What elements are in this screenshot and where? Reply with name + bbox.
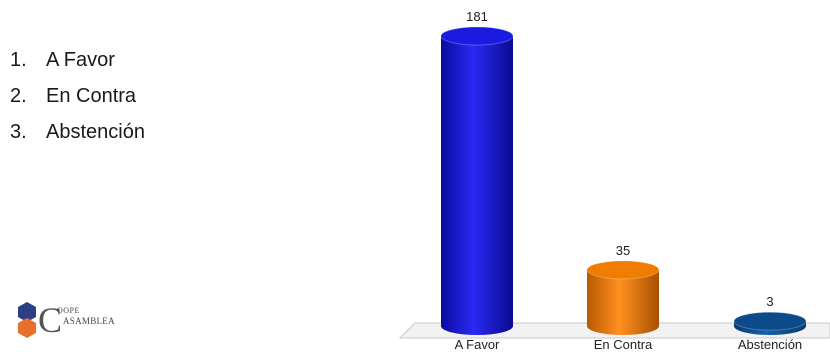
bar-body bbox=[441, 36, 513, 335]
option-label: A Favor bbox=[46, 49, 115, 71]
bar-abstenci-n bbox=[733, 311, 807, 335]
bar-top bbox=[586, 260, 660, 280]
coope-asamblea-logo: C OOPE ASAMBLEA bbox=[14, 300, 134, 340]
bar-value-label: 181 bbox=[466, 9, 488, 24]
option-label: En Contra bbox=[46, 85, 137, 107]
bar-value-label: 3 bbox=[766, 294, 773, 309]
bar-value-label: 35 bbox=[616, 243, 630, 258]
category-label: Abstención bbox=[738, 337, 802, 352]
hexagon-logo-icon bbox=[18, 302, 36, 338]
category-label: En Contra bbox=[594, 337, 653, 352]
vote-option: 1. A Favor bbox=[10, 42, 145, 78]
bar-a-favor bbox=[440, 26, 514, 335]
option-number: 1. bbox=[10, 49, 27, 71]
option-label: Abstención bbox=[46, 121, 145, 143]
logo-line-1: OOPE bbox=[57, 306, 80, 315]
logo-line-2: ASAMBLEA bbox=[63, 316, 115, 326]
category-label: A Favor bbox=[455, 337, 500, 352]
bar-top bbox=[440, 26, 514, 46]
option-number: 2. bbox=[10, 85, 27, 107]
logo-letter: C bbox=[38, 300, 63, 340]
labels-layer: 181 A Favor 35 En Contra 3 Abstención bbox=[455, 9, 803, 352]
bars-layer bbox=[440, 26, 807, 335]
vote-option: 3. Abstención bbox=[10, 114, 145, 150]
vote-option: 2. En Contra bbox=[10, 78, 145, 114]
bar-top bbox=[733, 311, 807, 331]
bar-en-contra bbox=[586, 260, 660, 335]
option-number: 3. bbox=[10, 121, 27, 143]
bar-body bbox=[587, 269, 659, 335]
vote-options-list: 1. A Favor 2. En Contra 3. Abstención bbox=[10, 42, 145, 150]
